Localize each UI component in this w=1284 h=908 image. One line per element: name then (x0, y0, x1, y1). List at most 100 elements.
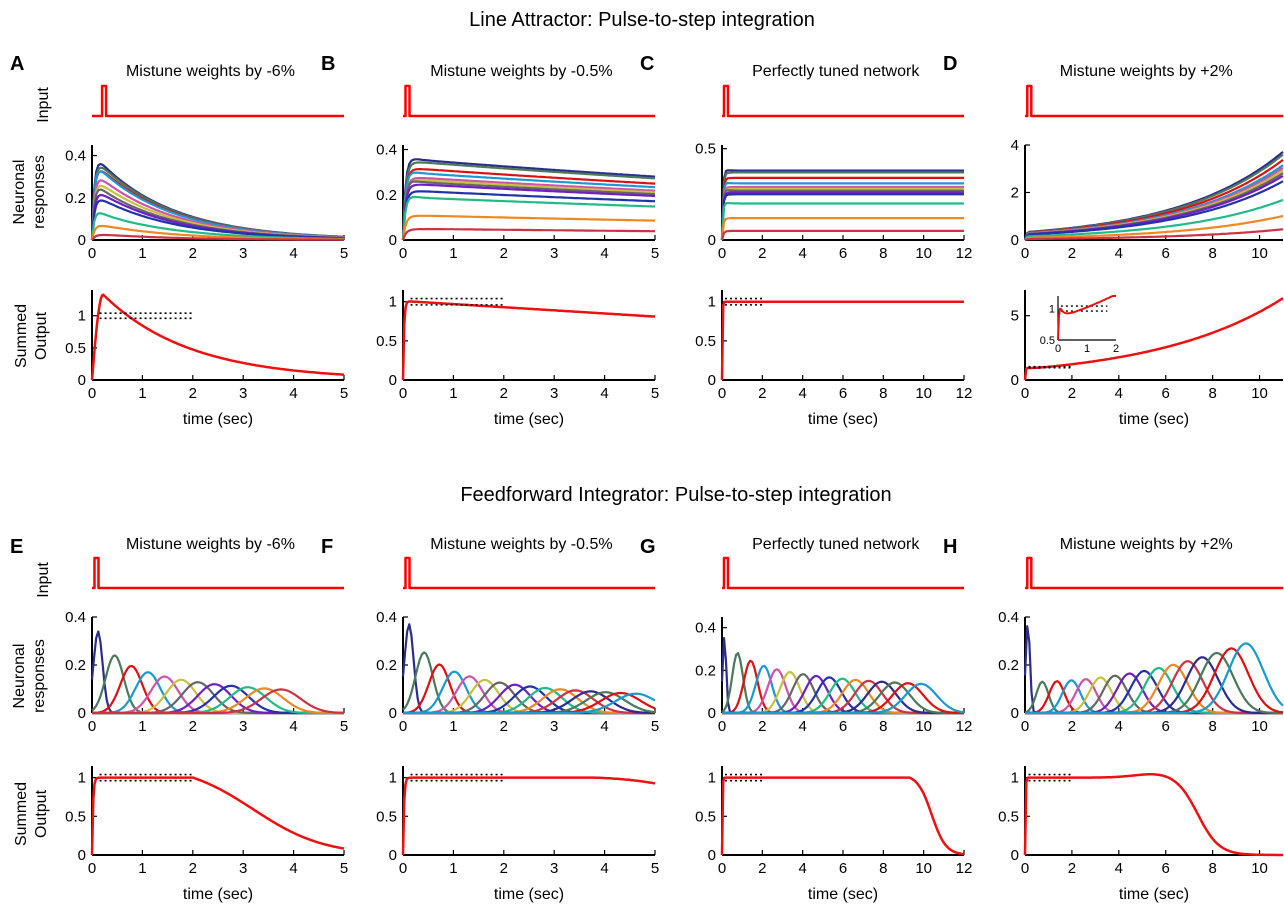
neuronal-y-tick-label: 0 (78, 232, 86, 249)
neuron-trace (720, 187, 964, 241)
row-label-summed-top-2: Output (33, 311, 50, 360)
panel-E: E Mistune weights by -6% 0 1 2 3 4 5 0 0.2 0.4 0 1 2 3… (10, 536, 348, 903)
neuron-trace (401, 195, 655, 241)
neuronal-x-tick-label: 2 (1068, 718, 1076, 735)
neuron-trace (401, 227, 655, 241)
neuron-trace (720, 181, 964, 241)
x-axis-label: time (sec) (183, 886, 253, 903)
summed-y-tick-label: 0 (78, 372, 86, 389)
row-label-summed-top-1: Summed (13, 304, 30, 368)
summed-x-tick-label: 0 (88, 385, 96, 402)
summed-x-tick-label: 2 (758, 860, 766, 877)
row-label-input-bottom: Input (35, 562, 52, 598)
summed-x-tick-label: 6 (839, 385, 847, 402)
neuronal-x-tick-label: 6 (1162, 245, 1170, 262)
neuron-trace (720, 171, 964, 241)
summed-x-tick-label: 3 (550, 385, 558, 402)
neuron-trace (401, 161, 656, 241)
neuronal-y-tick-label: 0.5 (695, 141, 716, 158)
neuron-trace (720, 189, 964, 241)
summed-x-tick-label: 4 (600, 385, 608, 402)
neuronal-x-tick-label: 4 (798, 718, 806, 735)
neuronal-x-tick-label: 12 (956, 245, 973, 262)
summed-x-tick-label: 1 (138, 385, 146, 402)
summed-y-tick-label: 1 (78, 308, 86, 325)
x-axis-label: time (sec) (808, 886, 878, 903)
neuronal-x-tick-label: 4 (600, 718, 608, 735)
neuronal-x-tick-label: 2 (1068, 245, 1076, 262)
neuronal-x-tick-label: 6 (839, 718, 847, 735)
neuron-trace (401, 176, 656, 241)
neuronal-x-tick-label: 8 (1208, 245, 1216, 262)
neuronal-x-tick-label: 2 (500, 718, 508, 735)
neuronal-x-tick-label: 0 (88, 245, 96, 262)
summed-x-tick-label: 6 (1162, 385, 1170, 402)
neuron-trace (401, 214, 655, 241)
x-axis-label: time (sec) (183, 411, 253, 428)
summed-x-tick-label: 2 (500, 385, 508, 402)
neuronal-x-tick-label: 4 (1115, 718, 1123, 735)
row-label-neuronal-bottom-2: responses (31, 639, 48, 713)
summed-x-tick-label: 4 (798, 385, 806, 402)
summed-y-tick-label: 0 (708, 372, 716, 389)
inset-x-tick-label: 0 (1055, 343, 1061, 355)
summed-x-tick-label: 4 (1115, 860, 1123, 877)
neuron-trace (401, 179, 656, 241)
summed-x-tick-label: 10 (1251, 385, 1268, 402)
neuronal-x-tick-label: 0 (1021, 245, 1029, 262)
x-axis-label: time (sec) (494, 411, 564, 428)
panel-letter: H (943, 536, 957, 558)
panel-A: A Mistune weights by -6% 0 1 2 3 4 5 0 0.2 0.4 0 1 2 3… (10, 53, 348, 428)
panel-subtitle: Mistune weights by +2% (1060, 63, 1233, 80)
input-pulse-line (92, 84, 344, 118)
summed-y-tick-label: 0.5 (376, 333, 397, 350)
bottom-title: Feedforward Integrator: Pulse-to-step in… (460, 484, 891, 506)
neuronal-x-tick-label: 0 (1021, 718, 1029, 735)
input-pulse-line (1025, 84, 1283, 118)
summed-output-line (90, 293, 345, 381)
summed-x-tick-label: 3 (550, 860, 558, 877)
neuronal-x-tick-label: 3 (239, 245, 247, 262)
neuronal-y-tick-label: 0 (1011, 232, 1019, 249)
summed-y-tick-label: 0 (389, 372, 397, 389)
neuronal-x-tick-label: 10 (915, 245, 932, 262)
neuronal-x-tick-label: 1 (449, 718, 457, 735)
neuronal-y-tick-label: 0.4 (65, 609, 86, 626)
neuron-trace (720, 185, 964, 241)
neuron-trace (720, 176, 964, 241)
neuron-trace (401, 183, 656, 241)
neuronal-x-tick-label: 2 (189, 245, 197, 262)
panel-letter: F (321, 536, 333, 558)
inset-output-line (1057, 295, 1116, 341)
summed-x-tick-label: 0 (718, 385, 726, 402)
neuronal-y-tick-label: 0.4 (998, 609, 1019, 626)
neuron-trace (1024, 180, 1284, 241)
summed-x-tick-label: 10 (1251, 860, 1268, 877)
summed-x-tick-label: 2 (1068, 860, 1076, 877)
summed-x-tick-label: 1 (449, 385, 457, 402)
neuronal-x-tick-label: 2 (500, 245, 508, 262)
row-label-neuronal-top-2: responses (31, 155, 48, 229)
summed-y-tick-label: 0 (708, 847, 716, 864)
neuronal-x-tick-label: 4 (600, 245, 608, 262)
summed-x-tick-label: 1 (449, 860, 457, 877)
summed-x-tick-label: 3 (239, 860, 247, 877)
summed-x-tick-label: 4 (1115, 385, 1123, 402)
summed-x-tick-label: 10 (915, 860, 932, 877)
x-axis-label: time (sec) (494, 886, 564, 903)
panel-letter: A (10, 53, 24, 75)
panel-B: B Mistune weights by -0.5% 0 1 2 3 4 5 0 0.2 0.4 0 1… (321, 53, 659, 428)
summed-y-tick-label: 0.5 (998, 808, 1019, 825)
summed-x-tick-label: 5 (651, 385, 659, 402)
top-title: Line Attractor: Pulse-to-step integratio… (469, 9, 815, 31)
neuronal-x-tick-label: 8 (1208, 718, 1216, 735)
neuronal-y-tick-label: 2 (1011, 185, 1019, 202)
neuronal-x-tick-label: 10 (1251, 718, 1268, 735)
row-label-summed-bottom-2: Output (33, 789, 50, 838)
neuronal-y-tick-label: 0.2 (998, 657, 1019, 674)
neuron-trace (722, 682, 965, 715)
neuron-trace (91, 233, 344, 241)
